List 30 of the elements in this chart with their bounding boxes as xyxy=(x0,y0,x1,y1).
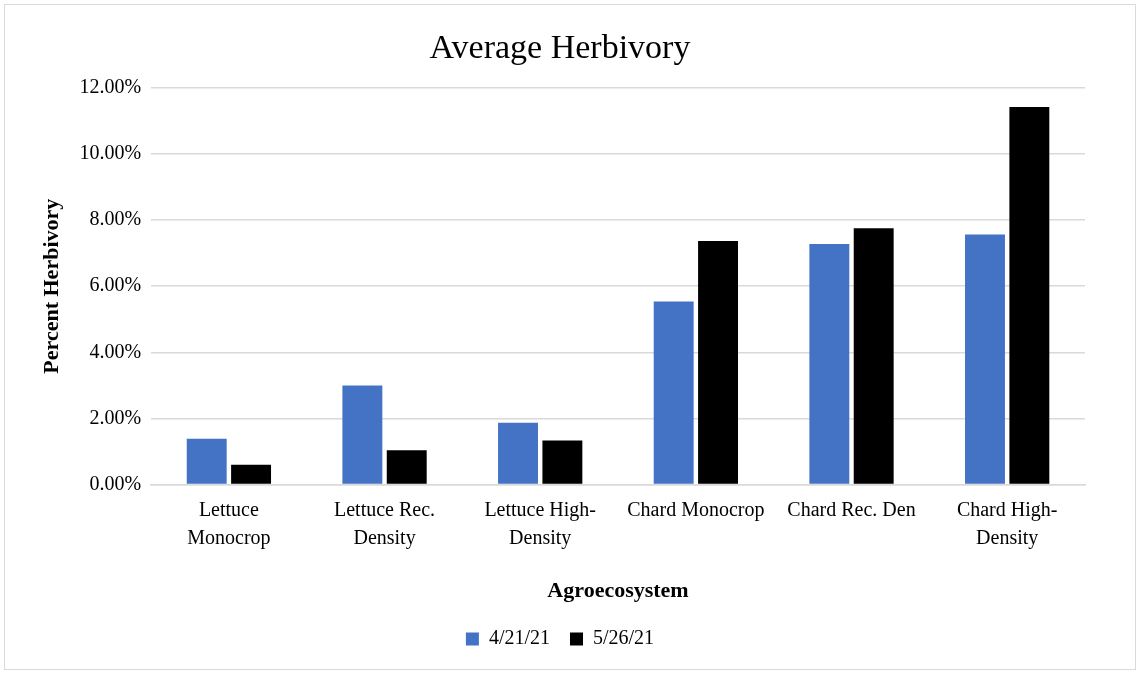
bar xyxy=(698,240,738,484)
bar xyxy=(386,450,427,484)
bar xyxy=(1009,106,1050,484)
y-tick-label: 6.00% xyxy=(89,273,142,296)
bar xyxy=(853,228,894,484)
bar xyxy=(965,234,1005,484)
bar xyxy=(231,464,272,484)
y-tick-label: 0.00% xyxy=(89,471,142,494)
legend-label: 4/21/21 xyxy=(488,626,551,649)
bar xyxy=(342,385,383,484)
x-tick-label: Lettuce High-Density xyxy=(484,497,597,549)
x-tick-label: Chard Monocrop xyxy=(627,497,765,521)
y-tick-label: 10.00% xyxy=(79,141,142,164)
y-tick-label: 8.00% xyxy=(89,207,142,230)
y-axis-title: Percent Herbivory xyxy=(37,198,63,374)
bar xyxy=(186,438,227,484)
x-tick-label: Lettuce Monocrop xyxy=(187,497,271,549)
chart-title: Average Herbivory xyxy=(429,28,691,66)
y-tick-label: 12.00% xyxy=(79,75,142,98)
y-tick-label: 2.00% xyxy=(89,405,142,428)
bar xyxy=(542,440,583,484)
x-axis-title: Agroecosystem xyxy=(547,577,689,603)
x-tick-label: Chard High-Density xyxy=(956,497,1058,549)
bar xyxy=(653,301,694,484)
bar xyxy=(498,422,538,484)
bar xyxy=(809,243,850,484)
legend-label: 5/26/21 xyxy=(593,626,655,649)
y-tick-label: 4.00% xyxy=(89,339,142,362)
x-tick-label: Lettuce Rec. Density xyxy=(334,497,436,549)
x-tick-label: Chard Rec. Den xyxy=(787,497,916,520)
